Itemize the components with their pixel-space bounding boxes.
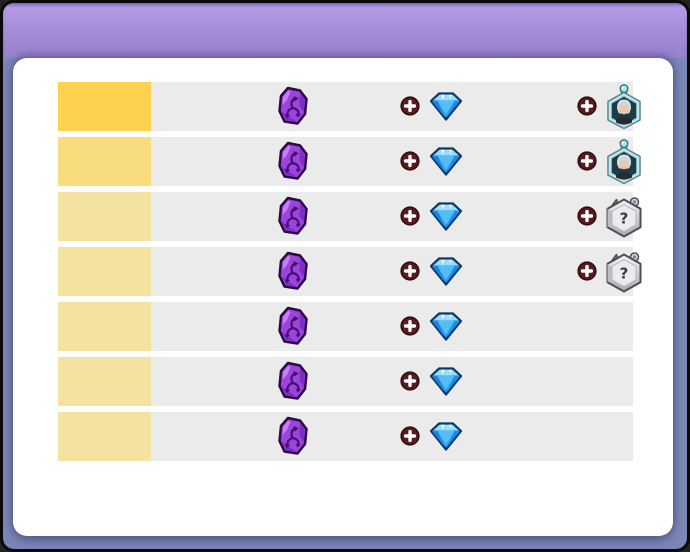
plus-icon xyxy=(400,96,420,116)
tier-cell xyxy=(58,302,151,351)
plus-icon xyxy=(400,316,420,336)
dark-rune-icon[interactable] xyxy=(276,306,310,346)
plus-icon xyxy=(400,151,420,171)
row-content xyxy=(151,247,633,296)
plus-icon xyxy=(577,206,597,226)
row-content xyxy=(151,357,633,406)
dark-rune-icon[interactable] xyxy=(276,141,310,181)
row-content xyxy=(151,192,633,241)
reward-row xyxy=(58,302,633,351)
row-content xyxy=(151,137,633,186)
plus-icon xyxy=(577,261,597,281)
mystery-item-icon[interactable] xyxy=(602,194,646,238)
dark-rune-icon[interactable] xyxy=(276,361,310,401)
dark-rune-icon[interactable] xyxy=(276,416,310,456)
blue-gem-icon[interactable] xyxy=(428,146,464,177)
tier-cell xyxy=(58,192,151,241)
hero-portrait-icon[interactable] xyxy=(604,138,644,184)
row-content xyxy=(151,82,633,131)
plus-icon xyxy=(400,371,420,391)
plus-icon xyxy=(400,206,420,226)
plus-icon xyxy=(400,426,420,446)
plus-icon xyxy=(400,261,420,281)
reward-row xyxy=(58,357,633,406)
reward-row xyxy=(58,192,633,241)
window-header xyxy=(3,3,687,58)
rewards-table xyxy=(58,82,633,461)
dark-rune-icon[interactable] xyxy=(276,251,310,291)
blue-gem-icon[interactable] xyxy=(428,201,464,232)
tier-cell xyxy=(58,412,151,461)
tier-cell xyxy=(58,137,151,186)
plus-icon xyxy=(577,151,597,171)
blue-gem-icon[interactable] xyxy=(428,421,464,452)
row-content xyxy=(151,412,633,461)
blue-gem-icon[interactable] xyxy=(428,91,464,122)
dark-rune-icon[interactable] xyxy=(276,86,310,126)
reward-row xyxy=(58,82,633,131)
hero-portrait-icon[interactable] xyxy=(604,83,644,129)
tier-cell xyxy=(58,82,151,131)
tier-cell xyxy=(58,247,151,296)
reward-row xyxy=(58,137,633,186)
row-content xyxy=(151,302,633,351)
dark-rune-icon[interactable] xyxy=(276,196,310,236)
blue-gem-icon[interactable] xyxy=(428,256,464,287)
blue-gem-icon[interactable] xyxy=(428,366,464,397)
blue-gem-icon[interactable] xyxy=(428,311,464,342)
tier-cell xyxy=(58,357,151,406)
reward-row xyxy=(58,247,633,296)
window-inner xyxy=(3,3,687,549)
mystery-item-icon[interactable] xyxy=(602,249,646,293)
content-card xyxy=(13,58,673,536)
reward-row xyxy=(58,412,633,461)
plus-icon xyxy=(577,96,597,116)
